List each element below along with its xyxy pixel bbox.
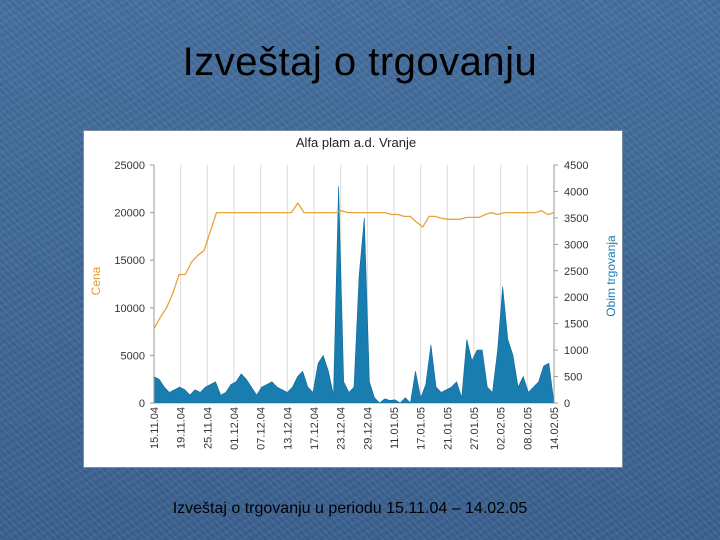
x-tick-label: 15.11.04: [149, 407, 161, 449]
slide-caption: Izveštaj o trgovanju u periodu 15.11.04 …: [172, 500, 528, 517]
right-tick-label: 3000: [564, 239, 588, 251]
x-tick-label: 29.12.04: [362, 407, 374, 450]
x-tick-label: 14.02.05: [549, 407, 561, 450]
left-tick-label: 20000: [114, 208, 145, 220]
right-tick-label: 1500: [564, 319, 588, 331]
left-axis: 0 5000 10000 15000 20000 25000: [114, 160, 155, 410]
right-tick-label: 4500: [564, 160, 588, 172]
left-tick-label: 15000: [114, 255, 145, 267]
right-axis: 0 500 1000 1500 2000 2500 3000 3500 4000 4500: [553, 160, 588, 410]
x-tick-label: 19.11.04: [176, 407, 188, 449]
price-line-layer: [153, 201, 555, 330]
x-tick-label: 13.12.04: [282, 407, 294, 450]
right-tick-label: 4000: [564, 186, 588, 198]
chart-frame: Alfa plam a.d. Vranje 0 5000 10000 15000 200…: [83, 130, 623, 468]
x-tick-label: 02.02.05: [496, 407, 508, 450]
x-tick-label: 21.01.05: [442, 407, 454, 450]
x-tick-label: 17.12.04: [309, 407, 321, 450]
chart-title: Alfa plam a.d. Vranje: [296, 135, 416, 150]
x-tick-label: 27.01.05: [469, 407, 481, 450]
right-tick-label: 2000: [564, 292, 588, 304]
right-tick-label: 1000: [564, 345, 588, 357]
left-tick-label: 10000: [114, 303, 145, 315]
volume-area: [153, 186, 555, 404]
right-tick-label: 0: [564, 398, 570, 410]
x-tick-label: 08.02.05: [522, 407, 534, 450]
right-tick-label: 3500: [564, 213, 588, 225]
left-tick-label: 0: [139, 398, 145, 410]
right-tick-label: 2500: [564, 266, 588, 278]
left-tick-label: 25000: [114, 160, 145, 172]
x-tick-label: 23.12.04: [336, 407, 348, 450]
left-tick-label: 5000: [121, 350, 145, 362]
left-axis-label: Cena: [89, 266, 103, 295]
right-tick-label: 500: [564, 372, 582, 384]
x-axis: 15.11.04 19.11.04 25.11.04 01.12.04 07.12.04…: [149, 407, 561, 450]
slide-title: Izveštaj o trgovanju: [182, 40, 538, 84]
volume-area-layer: [153, 186, 555, 404]
x-tick-label: 07.12.04: [256, 407, 268, 450]
chart-svg: Alfa plam a.d. Vranje 050001000015000200…: [89, 135, 618, 450]
x-tick-label: 11.01.05: [389, 407, 401, 449]
price-line: [153, 201, 555, 330]
grid-lines: [153, 165, 555, 403]
x-tick-label: 01.12.04: [229, 407, 241, 450]
x-tick-label: 17.01.05: [416, 407, 428, 450]
x-tick-label: 25.11.04: [202, 407, 214, 449]
right-axis-label: Obim trgovanja: [604, 235, 618, 317]
